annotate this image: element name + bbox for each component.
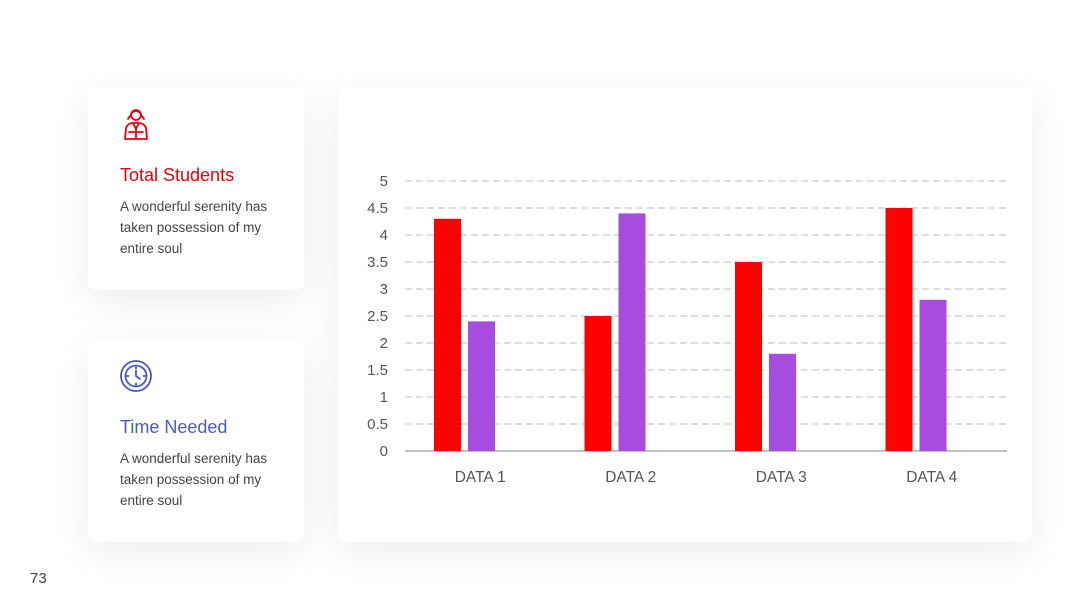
bar xyxy=(618,213,646,451)
y-tick-label: 0 xyxy=(380,443,388,460)
y-tick-label: 4.5 xyxy=(367,200,388,217)
y-tick-label: 0.5 xyxy=(367,416,388,433)
y-tick-label: 4 xyxy=(380,227,388,244)
page-number: 73 xyxy=(30,570,47,587)
card-description: A wonderful serenity has taken possessio… xyxy=(120,199,268,256)
card-title: Total Students xyxy=(120,165,235,185)
y-tick-label: 1 xyxy=(380,389,388,406)
clock-icon xyxy=(120,360,152,392)
bar xyxy=(885,208,913,451)
bar xyxy=(919,299,947,451)
y-tick-label: 3 xyxy=(380,281,388,298)
y-tick-label: 1.5 xyxy=(367,362,388,379)
y-tick-label: 5 xyxy=(380,173,388,190)
y-tick-label: 2.5 xyxy=(367,308,388,325)
bar xyxy=(434,218,461,451)
y-tick-label: 3.5 xyxy=(367,254,388,271)
bar xyxy=(468,321,495,451)
time-needed-card: Time Needed A wonderful serenity has tak… xyxy=(88,340,304,542)
student-icon xyxy=(124,109,148,140)
chart-card: 0 0.5 1 1.5 2 2.5 3 3.5 4 4.5 5 DATA 1 DATA 2 DATA 3 D… xyxy=(338,88,1032,542)
bar xyxy=(735,262,762,451)
x-tick-label: DATA 1 xyxy=(455,469,506,486)
x-tick-label: DATA 3 xyxy=(756,469,807,486)
bar xyxy=(769,353,796,451)
bar xyxy=(584,316,612,451)
x-tick-label: DATA 4 xyxy=(906,469,957,486)
total-students-card: Total Students A wonderful serenity has … xyxy=(88,88,304,290)
x-tick-label: DATA 2 xyxy=(605,469,656,486)
card-description: A wonderful serenity has taken possessio… xyxy=(120,451,268,508)
y-tick-label: 2 xyxy=(380,335,388,352)
bar-chart: 0 0.5 1 1.5 2 2.5 3 3.5 4 4.5 5 DATA 1 DATA 2 DATA 3 D… xyxy=(367,173,1007,486)
card-title: Time Needed xyxy=(120,417,228,437)
